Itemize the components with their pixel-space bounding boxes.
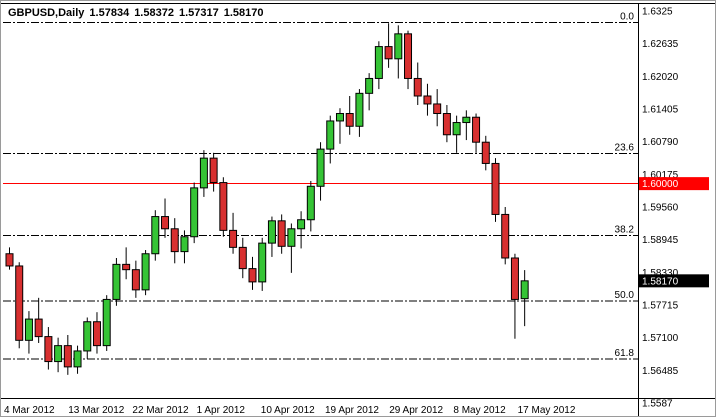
candle xyxy=(384,23,393,68)
candle xyxy=(520,270,529,327)
candle xyxy=(73,345,82,374)
candle xyxy=(170,218,179,264)
candle xyxy=(306,180,315,232)
candle xyxy=(102,295,111,351)
x-axis-label[interactable]: 13 Mar 2012 xyxy=(68,405,125,416)
candle xyxy=(355,89,364,137)
candle xyxy=(24,311,33,354)
x-axis-label[interactable]: 1 Apr 2012 xyxy=(197,405,246,416)
candle xyxy=(229,212,238,254)
candle xyxy=(297,211,306,249)
candle xyxy=(161,198,170,238)
candle xyxy=(248,256,257,290)
candle xyxy=(63,335,72,375)
candle xyxy=(423,83,432,116)
ohlc-high: 1.58372 xyxy=(134,7,174,19)
y-axis-label[interactable]: 1.57100 xyxy=(642,333,679,344)
hline-price-tag-text: 1.60000 xyxy=(642,179,679,190)
candle xyxy=(209,152,218,192)
candle xyxy=(345,95,354,135)
candle xyxy=(112,257,121,306)
y-axis-label[interactable]: 1.5587 xyxy=(642,399,673,410)
y-axis-label[interactable]: 1.6325 xyxy=(642,7,673,18)
y-axis-label[interactable]: 1.62635 xyxy=(642,39,679,50)
candle xyxy=(258,237,267,291)
candle xyxy=(151,210,160,261)
ohlc-close: 1.58170 xyxy=(223,7,264,19)
y-axis-label[interactable]: 1.58330 xyxy=(642,268,679,279)
x-axis-label[interactable]: 10 Apr 2012 xyxy=(261,405,315,416)
y-axis-label[interactable]: 1.56485 xyxy=(642,366,679,377)
candle xyxy=(442,105,451,143)
y-axis-label[interactable]: 1.60790 xyxy=(642,137,679,148)
x-axis-label[interactable]: 17 May 2012 xyxy=(518,405,576,416)
candle xyxy=(491,158,500,222)
ohlc-low: 1.57317 xyxy=(178,7,219,19)
candle xyxy=(501,207,510,265)
fib-level-label: 23.6 xyxy=(615,142,635,153)
y-axis-label[interactable]: 1.60175 xyxy=(642,170,679,181)
candle xyxy=(287,223,296,273)
candle xyxy=(131,260,140,298)
x-axis-label[interactable]: 8 May 2012 xyxy=(453,405,506,416)
candle xyxy=(54,337,63,373)
fib-level-label: 61.8 xyxy=(615,348,635,359)
y-axis-label[interactable]: 1.58945 xyxy=(642,235,679,246)
candle xyxy=(510,253,519,339)
y-axis-label[interactable]: 1.61405 xyxy=(642,105,679,116)
candle xyxy=(462,110,471,141)
candle xyxy=(326,115,335,164)
x-axis-label[interactable]: 29 Apr 2012 xyxy=(389,405,443,416)
candle xyxy=(277,214,286,254)
candle xyxy=(404,30,413,90)
x-axis-label[interactable]: 4 Mar 2012 xyxy=(4,405,55,416)
y-axis-label[interactable]: 1.57715 xyxy=(642,301,679,312)
fib-level-label: 0.0 xyxy=(620,12,634,23)
candle xyxy=(335,108,344,144)
candle xyxy=(92,312,101,354)
candle xyxy=(83,317,92,359)
candle xyxy=(365,73,374,111)
ohlc-open: 1.57834 xyxy=(89,7,130,19)
candle xyxy=(267,216,276,257)
candle xyxy=(238,237,247,279)
candle xyxy=(433,89,442,127)
candle xyxy=(34,297,43,343)
chart-symbol-period: GBPUSD,Daily xyxy=(8,7,85,19)
candle xyxy=(180,230,189,264)
candle xyxy=(374,41,383,90)
y-axis-label[interactable]: 1.59560 xyxy=(642,203,679,214)
candle xyxy=(219,177,228,237)
candle xyxy=(413,62,422,106)
candle xyxy=(472,113,481,153)
current-price-tag xyxy=(639,274,709,288)
fib-level-label: 38.2 xyxy=(615,225,635,236)
fib-level-label: 50.0 xyxy=(615,290,635,301)
candle xyxy=(452,115,461,153)
current-price-tag-text: 1.58170 xyxy=(642,276,679,287)
candle xyxy=(199,150,208,197)
candle xyxy=(481,135,490,171)
candle xyxy=(190,182,199,244)
candle xyxy=(44,327,53,370)
candle xyxy=(141,250,150,296)
candle xyxy=(122,247,131,280)
candle xyxy=(5,247,14,270)
candle xyxy=(15,262,24,349)
candle xyxy=(394,25,403,79)
x-axis-label[interactable]: 22 Mar 2012 xyxy=(132,405,189,416)
y-axis-label[interactable]: 1.62020 xyxy=(642,72,679,83)
hline-price-tag xyxy=(639,177,709,191)
candle xyxy=(316,142,325,201)
chart-header: GBPUSD,Daily 1.57834 1.58372 1.57317 1.58170 xyxy=(8,7,268,19)
x-axis-label[interactable]: 19 Apr 2012 xyxy=(325,405,379,416)
